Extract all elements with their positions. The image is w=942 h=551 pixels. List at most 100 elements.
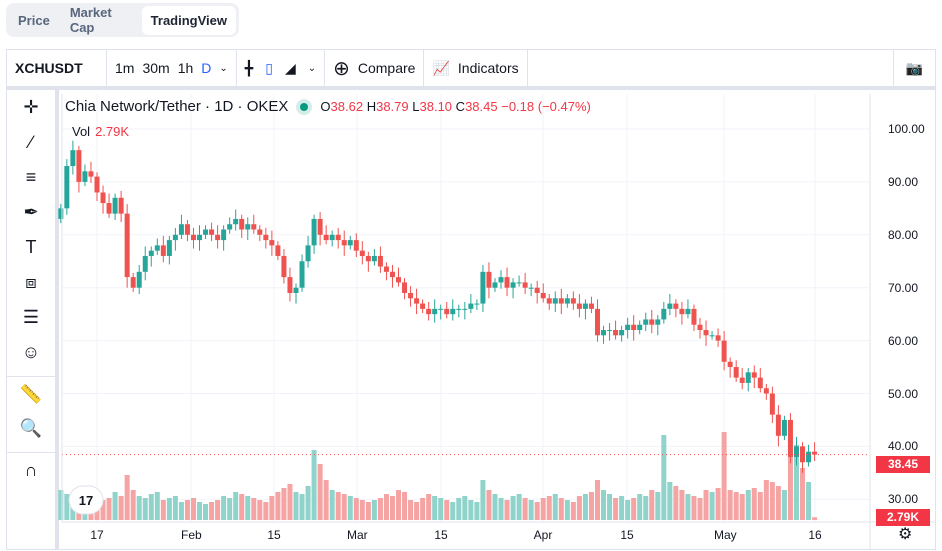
interval-d[interactable]: D <box>201 60 212 76</box>
volume-bar <box>745 490 751 520</box>
volume-bar <box>498 498 504 520</box>
interval-1m[interactable]: 1m <box>115 60 135 76</box>
ruler-icon[interactable]: 📏 <box>7 376 55 411</box>
volume-bar <box>643 496 649 520</box>
candle <box>504 277 510 288</box>
candle <box>402 282 408 293</box>
candle <box>94 176 100 193</box>
bars-icon[interactable]: ╋ <box>244 59 254 76</box>
volume-bar <box>142 498 148 520</box>
volume-bar <box>233 492 239 520</box>
candle <box>215 234 221 241</box>
price-tick: 50.00 <box>888 386 919 401</box>
volume-bar <box>594 480 600 520</box>
price-tick: 90.00 <box>888 174 919 189</box>
price-tick: 30.00 <box>888 492 919 507</box>
camera-icon[interactable]: 📷 <box>893 50 935 86</box>
volume-bar <box>691 496 697 520</box>
volume-bar <box>655 492 661 520</box>
fib-icon[interactable]: ≡ <box>25 167 37 187</box>
candle <box>522 282 528 288</box>
volume-bar <box>341 494 347 520</box>
symbol-search[interactable]: XCHUSDT <box>7 50 107 86</box>
volume-bar <box>697 498 703 520</box>
candle <box>757 377 763 389</box>
volume-bar <box>444 500 450 520</box>
candle <box>733 367 739 378</box>
volume-bar <box>305 486 311 520</box>
volume-bar <box>474 502 480 520</box>
zoom-in-icon[interactable]: 🔍 <box>19 418 43 438</box>
candle <box>76 150 82 182</box>
emoji-icon[interactable]: ☺ <box>21 342 41 362</box>
forecast-icon[interactable]: ☰ <box>22 307 40 327</box>
candle <box>781 419 787 436</box>
candle <box>528 287 534 289</box>
volume-bar <box>528 500 534 520</box>
candle <box>184 224 190 235</box>
volume-bar <box>396 490 401 520</box>
trendline-icon[interactable]: ∕ <box>29 132 33 152</box>
volume-bar <box>806 482 812 520</box>
compare-button[interactable]: ⊕ Compare <box>325 50 425 86</box>
brush-icon[interactable]: ✒ <box>23 202 39 222</box>
volume-bar <box>166 498 172 520</box>
candle <box>227 224 233 230</box>
candle <box>178 224 184 235</box>
chevron-down-icon[interactable]: ⌄ <box>307 62 317 74</box>
indicators-label: Indicators <box>457 60 519 76</box>
candle <box>552 298 558 304</box>
candle <box>655 319 661 325</box>
candle <box>703 330 709 336</box>
pattern-icon[interactable]: ⧈ <box>25 272 37 292</box>
magnet-icon[interactable]: ∩ <box>7 452 55 487</box>
tab-market-cap[interactable]: Market Cap <box>69 5 112 35</box>
compare-label: Compare <box>357 60 416 76</box>
indicators-button[interactable]: 📈 Indicators <box>424 50 528 86</box>
volume-bar <box>601 490 607 520</box>
candle <box>510 282 516 288</box>
candle <box>118 197 124 214</box>
tradingview-logo <box>68 485 104 515</box>
volume-bar <box>775 486 781 520</box>
area-icon[interactable]: ◢ <box>284 59 296 76</box>
candle <box>462 308 468 310</box>
settings-icon[interactable]: ⚙ <box>898 526 913 543</box>
candle <box>88 171 94 177</box>
tab-tradingview[interactable]: TradingView <box>141 5 236 35</box>
interval-1h[interactable]: 1h <box>177 60 194 76</box>
candle <box>335 234 341 241</box>
candles-icon[interactable]: ▯ <box>265 59 273 76</box>
tab-price[interactable]: Price <box>18 12 50 28</box>
crosshair-icon[interactable]: ✛ <box>23 97 39 117</box>
chart-type-group: ╋ ▯ ◢ ⌄ <box>237 50 326 86</box>
candle <box>570 298 576 304</box>
price-tick: 40.00 <box>888 439 919 454</box>
volume-bar <box>402 492 408 520</box>
candle <box>631 324 637 331</box>
candle <box>341 240 347 246</box>
volume-bar <box>769 482 775 520</box>
candle <box>239 218 245 230</box>
candle <box>311 218 317 246</box>
volume-bar <box>269 496 275 520</box>
candle <box>190 234 196 241</box>
volume-bar <box>534 502 540 520</box>
time-tick: 15 <box>620 528 634 542</box>
candle <box>329 234 335 241</box>
candle <box>160 245 166 256</box>
candle <box>438 308 444 310</box>
volume-bar <box>751 488 757 520</box>
price-tick: 60.00 <box>888 333 919 348</box>
candle <box>64 166 70 209</box>
chevron-down-icon[interactable]: ⌄ <box>219 62 228 74</box>
candle <box>474 303 480 305</box>
volume-bar <box>293 492 299 520</box>
interval-30m[interactable]: 30m <box>142 60 170 76</box>
text-icon[interactable]: T <box>25 237 37 257</box>
candle <box>806 451 812 463</box>
volume-bar <box>353 498 359 520</box>
candle <box>70 150 76 167</box>
volume-bar <box>58 490 64 520</box>
